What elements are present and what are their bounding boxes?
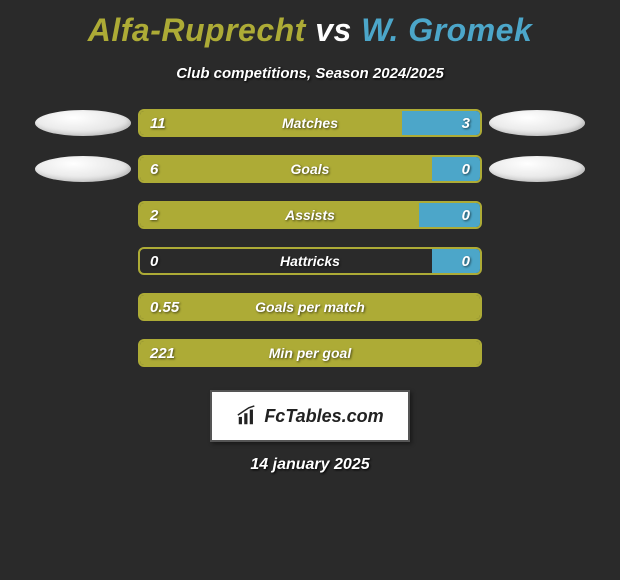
player2-value: 0 (462, 157, 470, 181)
stat-bar: 6Goals0 (138, 155, 482, 183)
player2-badge-slot (482, 100, 592, 146)
stat-rows-container: 11Matches36Goals02Assists00Hattricks00.5… (0, 100, 620, 376)
stat-row: 221Min per goal (0, 330, 620, 376)
snapshot-date: 14 january 2025 (0, 456, 620, 474)
player2-badge (489, 110, 585, 136)
competition-subtitle: Club competitions, Season 2024/2025 (0, 65, 620, 82)
player2-name: W. Gromek (361, 12, 532, 48)
player2-badge (489, 156, 585, 182)
chart-icon (236, 405, 258, 427)
stat-bar: 0Hattricks0 (138, 247, 482, 275)
stat-row: 0Hattricks0 (0, 238, 620, 284)
player2-badge-slot (482, 238, 592, 284)
stat-name: Goals (140, 157, 480, 181)
vs-label: vs (315, 12, 352, 48)
stat-row: 2Assists0 (0, 192, 620, 238)
player2-badge-slot (482, 192, 592, 238)
stat-row: 6Goals0 (0, 146, 620, 192)
player1-badge (35, 110, 131, 136)
stat-name: Goals per match (140, 295, 480, 319)
branding-text: FcTables.com (264, 406, 383, 427)
stat-bar: 221Min per goal (138, 339, 482, 367)
branding-logo: FcTables.com (210, 390, 410, 442)
player1-badge-slot (28, 100, 138, 146)
player1-badge (35, 156, 131, 182)
player2-badge-slot (482, 146, 592, 192)
stat-name: Hattricks (140, 249, 480, 273)
comparison-title: Alfa-Ruprecht vs W. Gromek (0, 0, 620, 49)
stat-name: Matches (140, 111, 480, 135)
player1-badge-slot (28, 238, 138, 284)
stat-name: Assists (140, 203, 480, 227)
player1-name: Alfa-Ruprecht (88, 12, 306, 48)
player1-badge-slot (28, 330, 138, 376)
stat-bar: 2Assists0 (138, 201, 482, 229)
player2-badge-slot (482, 330, 592, 376)
player2-badge-slot (482, 284, 592, 330)
stat-row: 0.55Goals per match (0, 284, 620, 330)
stat-row: 11Matches3 (0, 100, 620, 146)
stat-name: Min per goal (140, 341, 480, 365)
player1-badge-slot (28, 146, 138, 192)
stat-bar: 11Matches3 (138, 109, 482, 137)
player2-value: 3 (462, 111, 470, 135)
player2-value: 0 (462, 249, 470, 273)
player2-value: 0 (462, 203, 470, 227)
stat-bar: 0.55Goals per match (138, 293, 482, 321)
player1-badge-slot (28, 284, 138, 330)
player1-badge-slot (28, 192, 138, 238)
